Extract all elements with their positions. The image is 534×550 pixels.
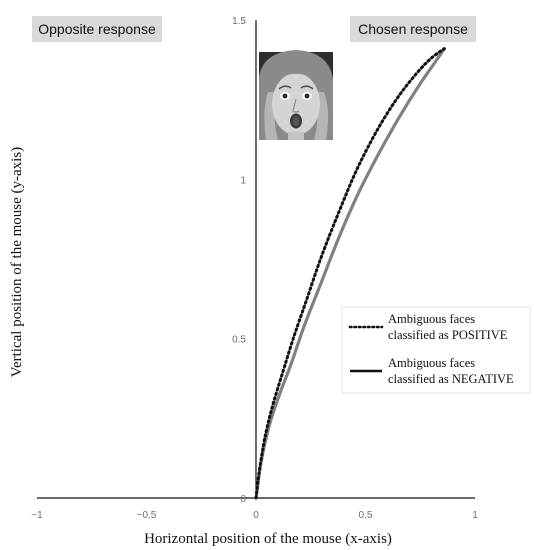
y-tick-label: 0 — [240, 494, 246, 505]
y-tick-labels: 0 0.5 1 1.5 — [232, 16, 246, 505]
legend-entry-negative: Ambiguous faces classified as NEGATIVE — [350, 356, 514, 386]
series-line-positive — [254, 47, 446, 500]
legend-label-negative-line2: classified as NEGATIVE — [388, 372, 514, 386]
y-tick-label: 1 — [240, 175, 246, 186]
opposite-response-box — [32, 16, 162, 42]
legend-entry-positive: Ambiguous faces classified as POSITIVE — [348, 312, 508, 342]
surprised-face-photo — [259, 50, 333, 140]
opposite-response-text: Opposite response — [38, 21, 156, 37]
x-tick-label: 0 — [253, 510, 259, 521]
legend-label-positive-line1: Ambiguous faces — [388, 312, 475, 326]
x-axis-title: Horizontal position of the mouse (x-axis… — [144, 531, 392, 547]
x-tick-label: −1 — [31, 510, 43, 521]
chosen-response-box — [350, 16, 476, 42]
x-tick-label: −0.5 — [137, 510, 157, 521]
x-tick-label: 0.5 — [359, 510, 373, 521]
legend-label-negative-line1: Ambiguous faces — [388, 356, 475, 370]
y-tick-label: 1.5 — [232, 16, 246, 27]
legend: Ambiguous faces classified as POSITIVE A… — [341, 306, 531, 394]
legend-label-positive-line2: classified as POSITIVE — [388, 328, 508, 342]
chosen-response-label: Chosen response — [350, 16, 476, 42]
opposite-response-label: Opposite response — [32, 16, 162, 42]
x-tick-labels: −1 −0.5 0 0.5 1 — [31, 510, 478, 521]
y-tick-label: 0.5 — [232, 335, 246, 346]
chosen-response-text: Chosen response — [358, 21, 468, 37]
y-axis-title: Vertical position of the mouse (y-axis) — [9, 147, 25, 377]
x-tick-label: 1 — [472, 510, 478, 521]
